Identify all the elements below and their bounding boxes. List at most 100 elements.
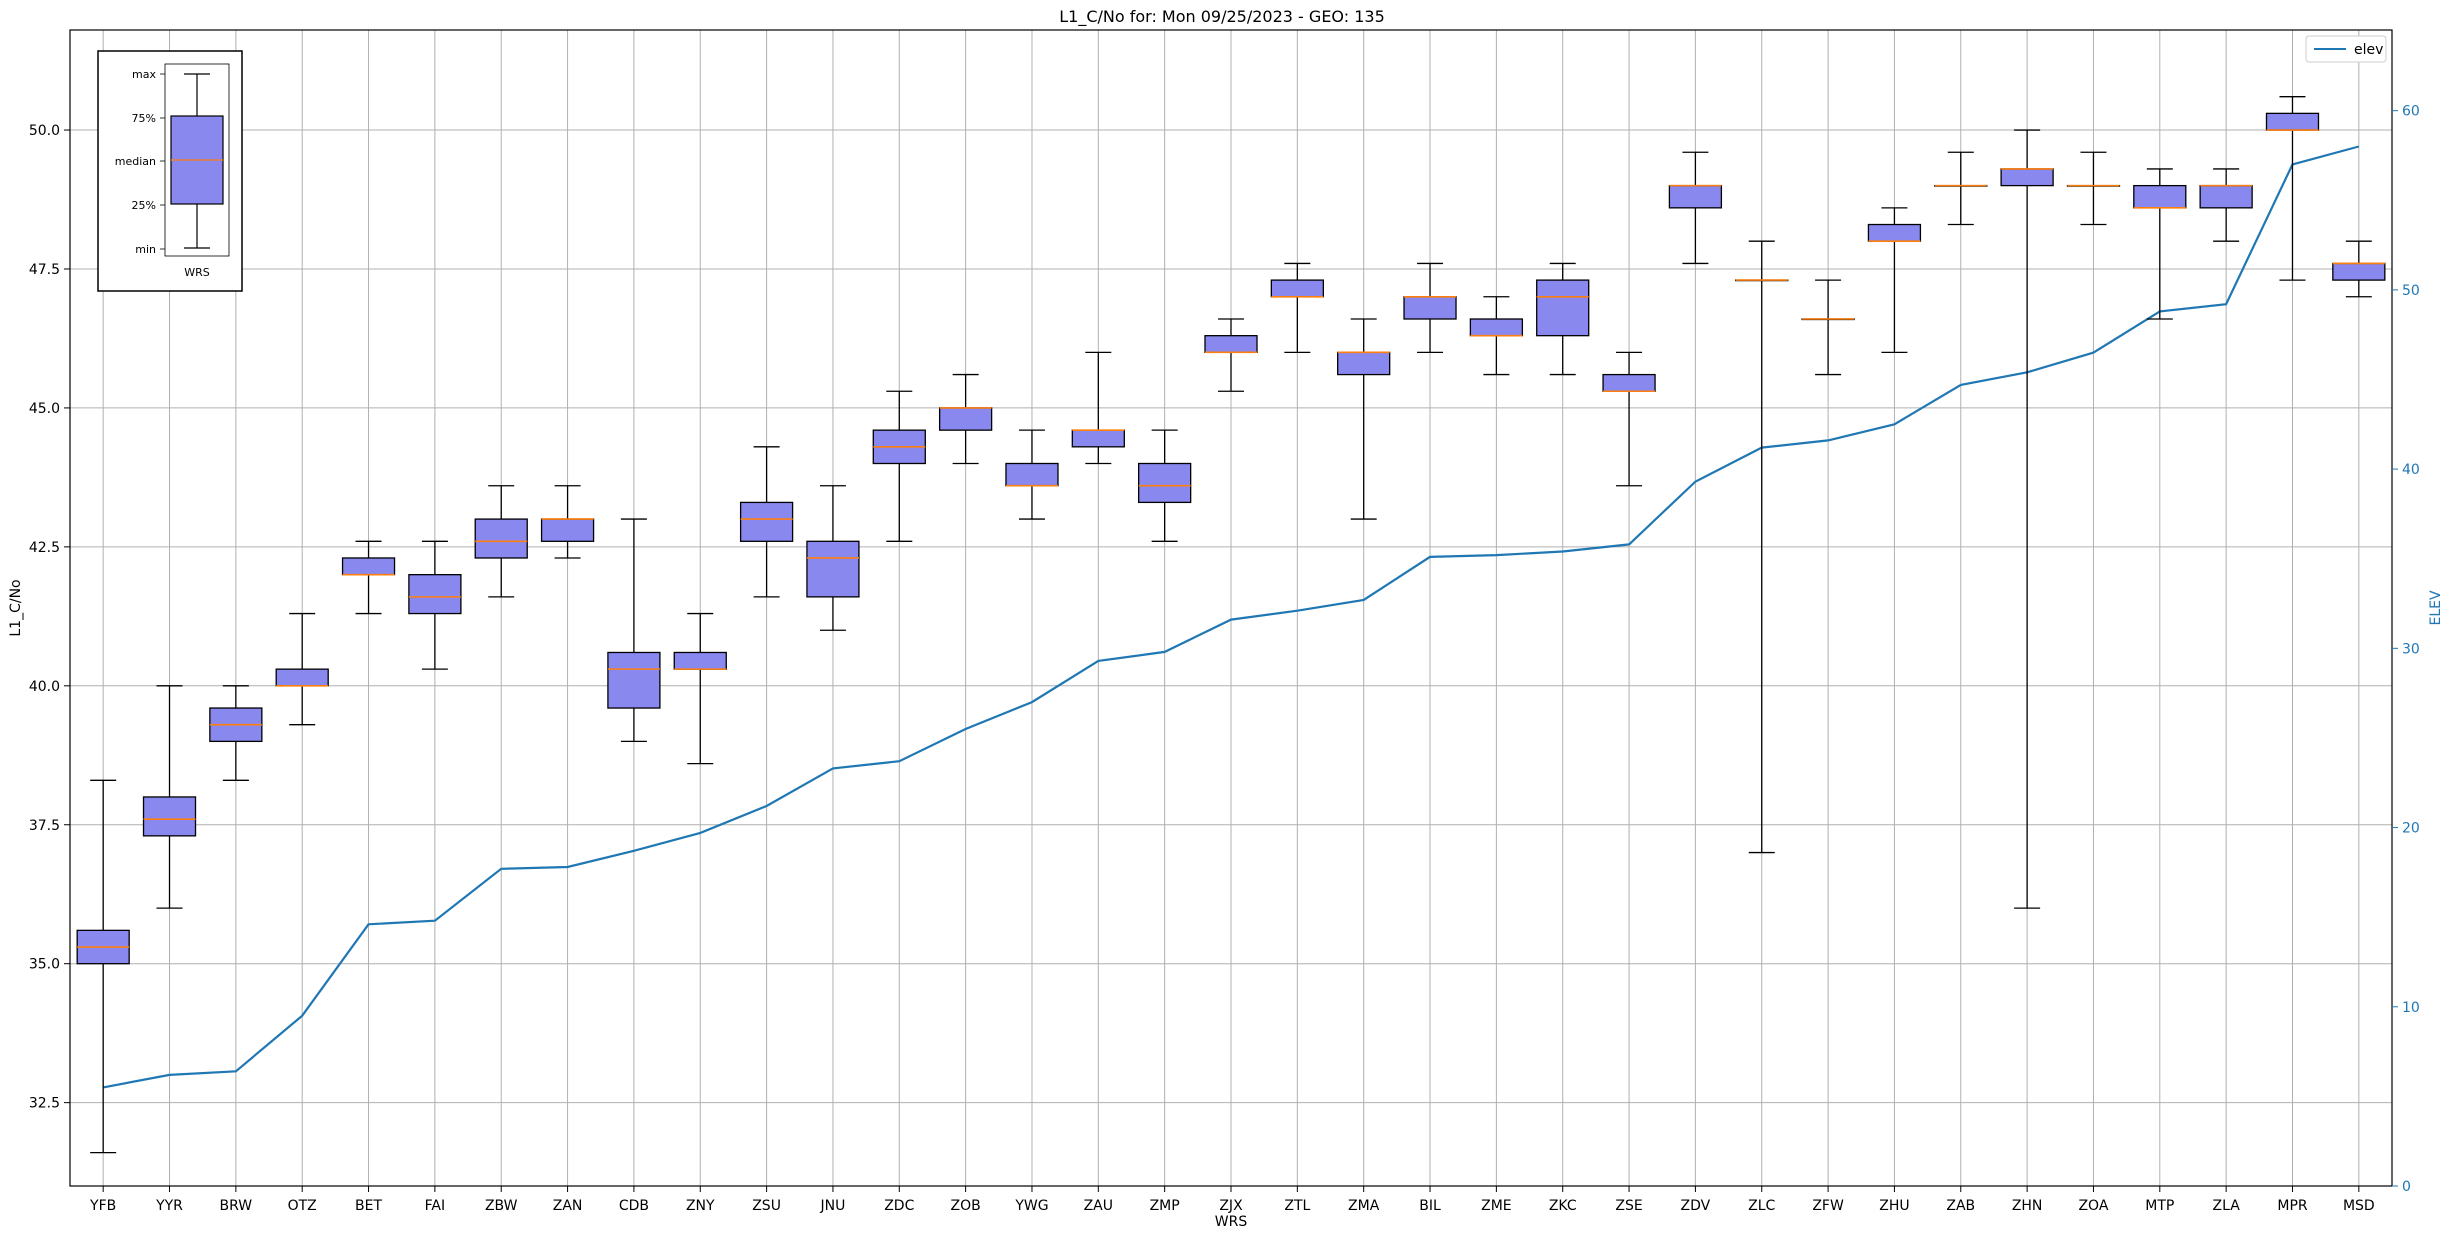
box-ZAU: [1071, 351, 1125, 465]
y2-tick-label: 0: [2402, 1179, 2411, 1195]
box-body: [341, 557, 396, 576]
x-tick-label: ZSU: [752, 1198, 781, 1214]
inset-label-median: median: [115, 155, 156, 168]
x-tick-label: ZTL: [1284, 1198, 1310, 1214]
y-axis-right: 0 10 20 30 40 50 60: [2392, 104, 2420, 1195]
y2-tick-label: 30: [2402, 641, 2420, 657]
inset-label-min: min: [135, 243, 156, 256]
box-ZFW: [1801, 279, 1855, 376]
x-tick-label: YFB: [89, 1198, 116, 1214]
box-body: [474, 518, 528, 559]
x-tick-label: ZOA: [2078, 1198, 2108, 1214]
box-body: [1867, 223, 1922, 242]
y-axis-left: 32.5 35.0 37.5 40.0 42.5 45.0 47.5 50.0: [29, 123, 70, 1112]
box-ZJX: [1204, 318, 1258, 392]
box-body: [739, 501, 794, 542]
box-body: [142, 796, 197, 837]
box-CDB: [607, 518, 661, 743]
box-body: [673, 651, 727, 670]
box-ZAB: [1934, 151, 1988, 226]
box-BIL: [1403, 262, 1457, 353]
x-tick-label: ZKC: [1549, 1198, 1577, 1214]
y2-tick-label: 20: [2402, 821, 2420, 837]
x-tick-label: ZME: [1481, 1198, 1512, 1214]
x-tick-label: ZBW: [485, 1198, 518, 1214]
x-tick-label: ZAN: [553, 1198, 583, 1214]
x-tick-label: CDB: [619, 1198, 649, 1214]
inset-label-q3: 75%: [132, 112, 156, 125]
box-body: [408, 574, 462, 615]
x-tick-label: MPR: [2277, 1198, 2308, 1214]
x-tick-label: ZMP: [1150, 1198, 1180, 1214]
x-tick-label: MTP: [2145, 1198, 2174, 1214]
box-body: [2332, 262, 2386, 281]
box-YWG: [1005, 429, 1059, 520]
inset-label-max: max: [132, 68, 156, 81]
box-ZOA: [2066, 151, 2121, 226]
x-tick-label: ZAU: [1084, 1198, 1113, 1214]
box-ZHN: [2000, 129, 2054, 909]
y-tick-label: 37.5: [29, 818, 60, 834]
x-tick-label: ZOB: [951, 1198, 981, 1214]
box-body: [275, 668, 329, 687]
box-ZME: [1469, 296, 1524, 376]
x-tick-label: ZLC: [1748, 1198, 1775, 1214]
y-tick-label: 45.0: [29, 401, 60, 417]
y-axis-label: L1_C/No: [8, 579, 24, 636]
box-ZNY: [673, 612, 727, 765]
box-body: [1005, 462, 1059, 487]
box-body: [2265, 112, 2320, 131]
x-tick-label: ZSE: [1615, 1198, 1642, 1214]
y2-axis-label: ELEV: [2428, 590, 2444, 625]
box-body: [1204, 335, 1258, 353]
box-ZAN: [540, 485, 595, 559]
x-tick-label: OTZ: [288, 1198, 317, 1214]
y-tick-label: 32.5: [29, 1096, 60, 1112]
box-ZKC: [1536, 262, 1590, 376]
x-axis: YFB YYR BRW OTZ BET FAI ZBW ZAN CDB ZNY ZSU JNU ZDC Z…: [89, 1186, 2375, 1214]
elev-line: [102, 145, 2360, 1089]
box-ZLA: [2199, 168, 2253, 242]
x-tick-label: ZAB: [1946, 1198, 1975, 1214]
y2-tick-label: 60: [2402, 104, 2420, 120]
y-tick-label: 40.0: [29, 679, 60, 695]
inset-xlabel: WRS: [184, 266, 210, 279]
x-tick-label: ZJX: [1219, 1198, 1243, 1214]
x-axis-label: WRS: [1215, 1214, 1248, 1230]
box-JNU: [806, 485, 860, 631]
box-body: [1536, 279, 1590, 337]
box-body: [938, 407, 993, 431]
box-ZDV: [1668, 151, 1723, 265]
chart-title: L1_C/No for: Mon 09/25/2023 - GEO: 135: [1059, 7, 1385, 27]
x-tick-label: JNU: [820, 1198, 846, 1214]
box-ZLC: [1735, 240, 1789, 854]
box-body: [1602, 373, 1656, 392]
box-body: [2000, 168, 2054, 187]
y-tick-label: 42.5: [29, 540, 60, 556]
x-tick-label: YWG: [1014, 1198, 1048, 1214]
x-tick-label: FAI: [425, 1198, 445, 1214]
box-body: [1138, 462, 1192, 504]
x-tick-label: ZNY: [686, 1198, 715, 1214]
box-ZTL: [1270, 262, 1324, 353]
box-body: [806, 540, 860, 598]
x-tick-label: ZHN: [2012, 1198, 2043, 1214]
y2-tick-label: 10: [2402, 1000, 2420, 1016]
x-tick-label: BET: [355, 1198, 382, 1214]
series-legend: elev: [2305, 35, 2387, 63]
y-tick-label: 47.5: [29, 262, 60, 278]
box-ZSU: [739, 446, 794, 598]
box-body: [2133, 184, 2187, 209]
box-MSD: [2332, 240, 2386, 298]
box-body: [607, 651, 661, 709]
inset-label-q1: 25%: [132, 199, 156, 212]
y2-tick-label: 40: [2402, 462, 2420, 478]
x-tick-label: ZFW: [1812, 1198, 1844, 1214]
box-ZHU: [1867, 207, 1922, 353]
x-tick-label: BIL: [1419, 1198, 1441, 1214]
box-MTP: [2133, 168, 2187, 320]
box-ZDC: [872, 390, 926, 542]
legend-label-elev: elev: [2354, 42, 2383, 58]
box-ZSE: [1602, 351, 1656, 487]
